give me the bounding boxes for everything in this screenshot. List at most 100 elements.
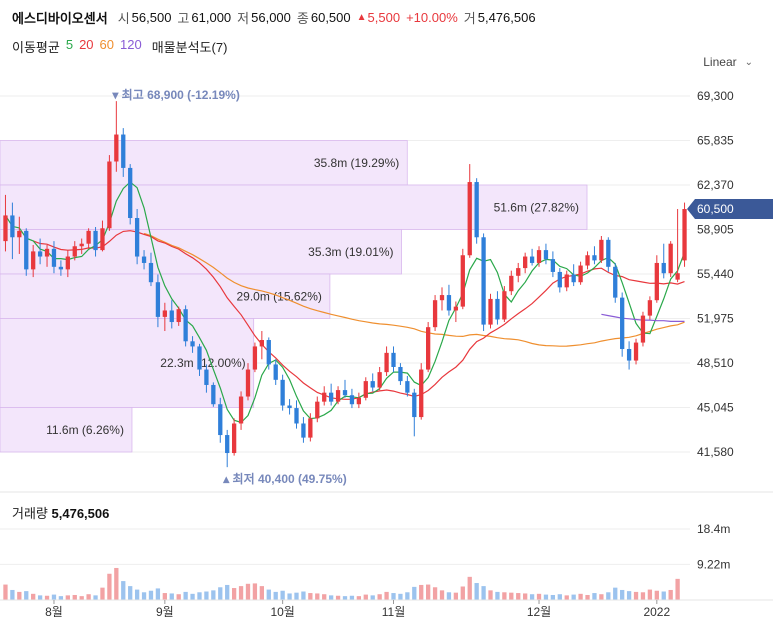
candle [141, 250, 147, 270]
y-tick-label: 65,835 [697, 134, 734, 148]
candle [446, 284, 452, 316]
volume-bar [363, 594, 368, 600]
candle [419, 363, 424, 420]
candle [10, 202, 15, 260]
candle-body [24, 230, 29, 270]
volume-bar [3, 584, 8, 600]
candle-body [516, 268, 521, 276]
candle [86, 228, 91, 249]
volume-profile-bar [0, 273, 331, 319]
candle-body [225, 435, 230, 454]
volume-bar [44, 595, 50, 600]
candle-body [405, 381, 410, 393]
volume-profile-label: 22.3m (12.00%) [160, 356, 245, 370]
volume-bar [640, 592, 646, 600]
candle [557, 268, 562, 293]
candle [536, 246, 542, 267]
volume-bar [509, 592, 514, 600]
volume-tick-label: 18.4m [697, 522, 730, 536]
volume-bar [107, 573, 112, 600]
candle-body [155, 282, 161, 317]
candle-body [675, 273, 680, 280]
volume-bar [599, 594, 604, 600]
candle-body [86, 230, 91, 244]
volume-bar [439, 590, 445, 600]
volume-bar [516, 593, 521, 600]
candle-body [384, 352, 389, 373]
candle-body [162, 310, 167, 317]
candle-body [128, 167, 133, 219]
candle-body [17, 230, 22, 238]
candle-body [564, 274, 569, 288]
chevron-down-icon: ⌄ [744, 56, 753, 68]
volume-bar [592, 593, 597, 600]
volume-bar [384, 591, 389, 600]
candle [328, 383, 334, 406]
candle-body [183, 309, 188, 342]
volume-bar [204, 591, 209, 600]
volume-bar [613, 587, 618, 600]
candle [107, 155, 112, 231]
stock-header: 에스디바이오센서 시 56,500 고 61,000 저 56,000 종 60,500… [12, 6, 542, 28]
candle-body [44, 248, 50, 257]
candle [176, 306, 181, 326]
candle [134, 209, 140, 265]
x-tick-label: 11월 [382, 605, 406, 619]
volume-bar [474, 583, 479, 600]
candle [252, 342, 258, 373]
candle-body [349, 395, 355, 405]
volume-bar [287, 593, 292, 600]
volume-bar [65, 595, 70, 600]
ma-20-label: 20 [79, 37, 94, 52]
scale-mode-dropdown[interactable]: Linear ⌄ [703, 55, 753, 69]
candle-body [204, 369, 209, 385]
volume-bar [564, 595, 569, 600]
candle-body [273, 364, 278, 380]
candle-body [599, 239, 604, 261]
candle-body [606, 239, 611, 267]
candle-body [266, 340, 271, 365]
candle-body [356, 397, 362, 405]
candle-body [446, 295, 452, 311]
candle [245, 363, 251, 401]
candle-body [315, 401, 320, 419]
candle [190, 336, 195, 353]
candle-body [488, 298, 493, 325]
candle-body [148, 262, 154, 283]
volume-profile-label: 35.8m (19.29%) [314, 156, 399, 170]
candle [654, 255, 659, 303]
indicator-legend[interactable]: 이동평균 5 20 60 120 매물분석도(7) [12, 37, 227, 56]
candle [356, 392, 362, 409]
candle-body [100, 228, 105, 251]
open-price: 56,500 [131, 9, 172, 25]
candle [682, 202, 687, 267]
volume-bar [79, 596, 84, 600]
candle [44, 244, 50, 267]
candle-body [523, 256, 528, 269]
volume-bar [529, 594, 535, 600]
candle-body [51, 248, 57, 267]
volume-bar [377, 594, 382, 600]
candle-body [481, 237, 486, 325]
candle-body [502, 291, 507, 320]
ma-120-label: 120 [120, 37, 142, 52]
candle-body [654, 262, 659, 301]
candle [24, 228, 29, 276]
candle [65, 250, 70, 278]
volume-bar [259, 586, 264, 600]
candle [266, 337, 271, 370]
volume-panel-value: 5,476,506 [51, 506, 110, 521]
volume-bar [342, 596, 348, 600]
volume-bar [398, 593, 403, 600]
volume-bar [128, 586, 133, 600]
volume-bar [134, 589, 140, 600]
candle-body [633, 342, 639, 361]
volume-bar [37, 595, 43, 600]
volume-bar [218, 587, 223, 600]
volume-bar [176, 594, 181, 600]
candle-body [412, 392, 417, 418]
volume-bar [647, 589, 653, 600]
time-axis: 8월 9월 10월 11월 12월 2022 [45, 600, 670, 619]
candle [280, 374, 285, 411]
